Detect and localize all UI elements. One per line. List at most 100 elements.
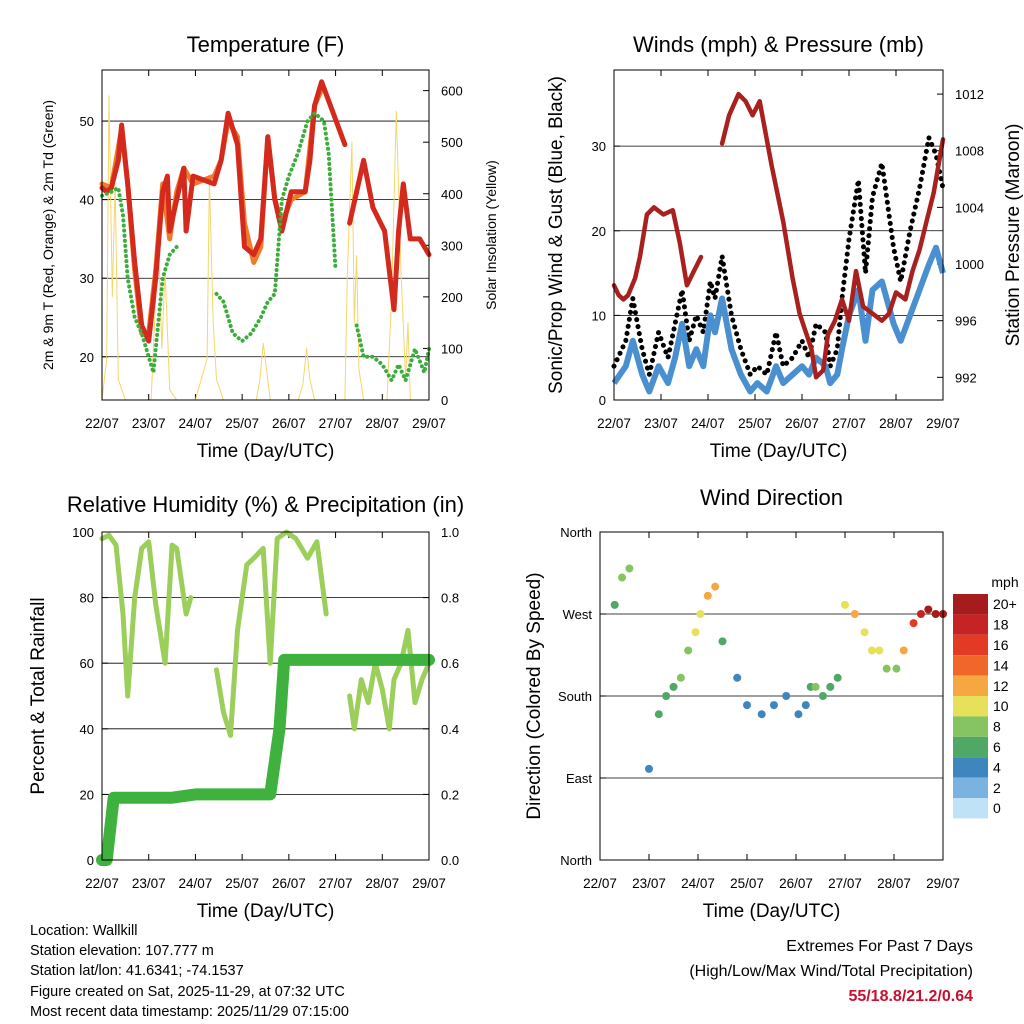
direction-xtick-label: 27/07 [828, 876, 862, 891]
winds-y2tick-label: 992 [955, 370, 977, 385]
winds-xtick-label: 25/07 [738, 416, 772, 431]
direction-point [931, 610, 940, 618]
winds-y2label: Station Pressure (Maroon) [1003, 124, 1024, 347]
colorbar-label: 16 [993, 637, 1009, 653]
colorbar-swatch [953, 634, 988, 656]
direction-title: Wind Direction [700, 485, 843, 510]
direction-point [899, 646, 908, 655]
colorbar-swatch [953, 675, 988, 696]
direction-ytick-label: North [560, 525, 592, 540]
direction-xlabel: Time (Day/UTC) [703, 901, 841, 922]
temperature-xtick-label: 23/07 [132, 416, 166, 431]
humidity-ytick-label: 100 [72, 525, 94, 540]
temperature-series-2m-t [99, 79, 432, 344]
colorbar-swatch [953, 736, 988, 758]
humidity-ytick-label: 40 [80, 722, 94, 737]
direction-point [916, 610, 925, 618]
temperature-xtick-label: 28/07 [365, 416, 399, 431]
figure-created: Figure created on Sat, 2025-11-29, at 07… [30, 983, 345, 1000]
colorbar-swatch [953, 696, 988, 717]
direction-xtick-label: 22/07 [583, 876, 617, 891]
direction-ytick-label: North [560, 853, 592, 868]
direction-point [892, 664, 901, 673]
humidity-xtick-label: 26/07 [272, 876, 306, 891]
humidity-series-precip [96, 653, 435, 866]
winds-xtick-label: 27/07 [832, 416, 866, 431]
direction-point [794, 710, 803, 719]
temperature-y2tick-label: 300 [441, 238, 463, 253]
direction-point [669, 682, 678, 691]
colorbar-label: 10 [993, 698, 1009, 714]
direction-point [841, 600, 849, 609]
temperature-y2tick-label: 100 [441, 341, 463, 356]
direction-point [875, 646, 884, 655]
extremes-title: Extremes For Past 7 Days [786, 938, 973, 955]
direction-point [662, 692, 671, 700]
colorbar-label: 8 [993, 719, 1001, 735]
direction-xtick-label: 28/07 [877, 876, 911, 891]
colorbar-swatch [953, 798, 988, 819]
direction-xtick-label: 29/07 [926, 876, 960, 891]
temperature-y2tick-label: 200 [441, 290, 463, 305]
colorbar-label: 20+ [993, 596, 1017, 612]
humidity-xtick-label: 22/07 [85, 876, 119, 891]
temperature-title: Temperature (F) [187, 32, 345, 57]
humidity-ytick-label: 20 [80, 787, 94, 802]
station-latlon: Station lat/lon: 41.6341; -74.1537 [30, 963, 244, 980]
direction-point [718, 637, 727, 646]
direction-point [833, 673, 842, 682]
humidity-ytick-label: 0 [87, 853, 94, 868]
winds-ytick-label: 10 [592, 308, 606, 323]
winds-series-wind [611, 244, 946, 395]
temperature-ytick-label: 50 [80, 114, 94, 129]
winds-ytick-label: 30 [592, 139, 606, 154]
winds-xlabel: Time (Day/UTC) [710, 441, 848, 462]
direction-ytick-label: South [558, 689, 592, 704]
direction-xtick-label: 26/07 [779, 876, 813, 891]
humidity-frame [101, 531, 430, 861]
colorbar-label: 2 [993, 780, 1001, 796]
temperature-y2tick-label: 400 [441, 187, 463, 202]
winds-series-pressure [611, 91, 946, 380]
winds-y2tick-label: 1004 [955, 200, 984, 215]
colorbar-label: 14 [993, 657, 1009, 673]
humidity-ytick-label: 60 [80, 656, 94, 671]
winds-frame [613, 69, 944, 401]
humidity-y2tick-label: 0.4 [441, 722, 459, 737]
direction-point [676, 673, 685, 682]
temperature-series-solar [101, 95, 430, 401]
direction-point [882, 664, 891, 673]
colorbar-swatch [953, 614, 988, 635]
direction-point [801, 701, 810, 710]
humidity-xtick-label: 27/07 [319, 876, 353, 891]
direction-point [867, 646, 876, 655]
direction-point [733, 673, 742, 682]
temperature-ytick-label: 30 [80, 271, 94, 286]
recent-timestamp: Most recent data timestamp: 2025/11/29 0… [30, 1003, 349, 1020]
winds-y2tick-label: 1008 [955, 144, 984, 159]
temperature-series-2m-td [100, 111, 431, 383]
direction-point [703, 591, 712, 600]
direction-point [684, 646, 693, 655]
humidity-y2tick-label: 0.2 [441, 787, 459, 802]
direction-point [860, 628, 869, 637]
direction-ytick-label: West [563, 607, 593, 622]
winds-xtick-label: 28/07 [879, 416, 913, 431]
temperature-ylabel: 2m & 9m T (Red, Orange) & 2m Td (Green) [40, 100, 56, 370]
humidity-y2tick-label: 0.6 [441, 656, 459, 671]
colorbar-swatch [953, 594, 988, 615]
direction-xtick-label: 25/07 [730, 876, 764, 891]
temperature-xlabel: Time (Day/UTC) [197, 441, 335, 462]
direction-xtick-label: 24/07 [681, 876, 715, 891]
humidity-series-rh [99, 529, 432, 738]
humidity-xtick-label: 25/07 [225, 876, 259, 891]
temperature-y2tick-label: 500 [441, 135, 463, 150]
temperature-y2tick-label: 0 [441, 393, 448, 408]
winds-xtick-label: 24/07 [691, 416, 725, 431]
direction-point [757, 710, 766, 719]
temperature-xtick-label: 27/07 [319, 416, 353, 431]
direction-point [811, 682, 820, 691]
winds-title: Winds (mph) & Pressure (mb) [633, 32, 924, 57]
humidity-xlabel: Time (Day/UTC) [197, 901, 335, 922]
direction-point [610, 600, 619, 609]
